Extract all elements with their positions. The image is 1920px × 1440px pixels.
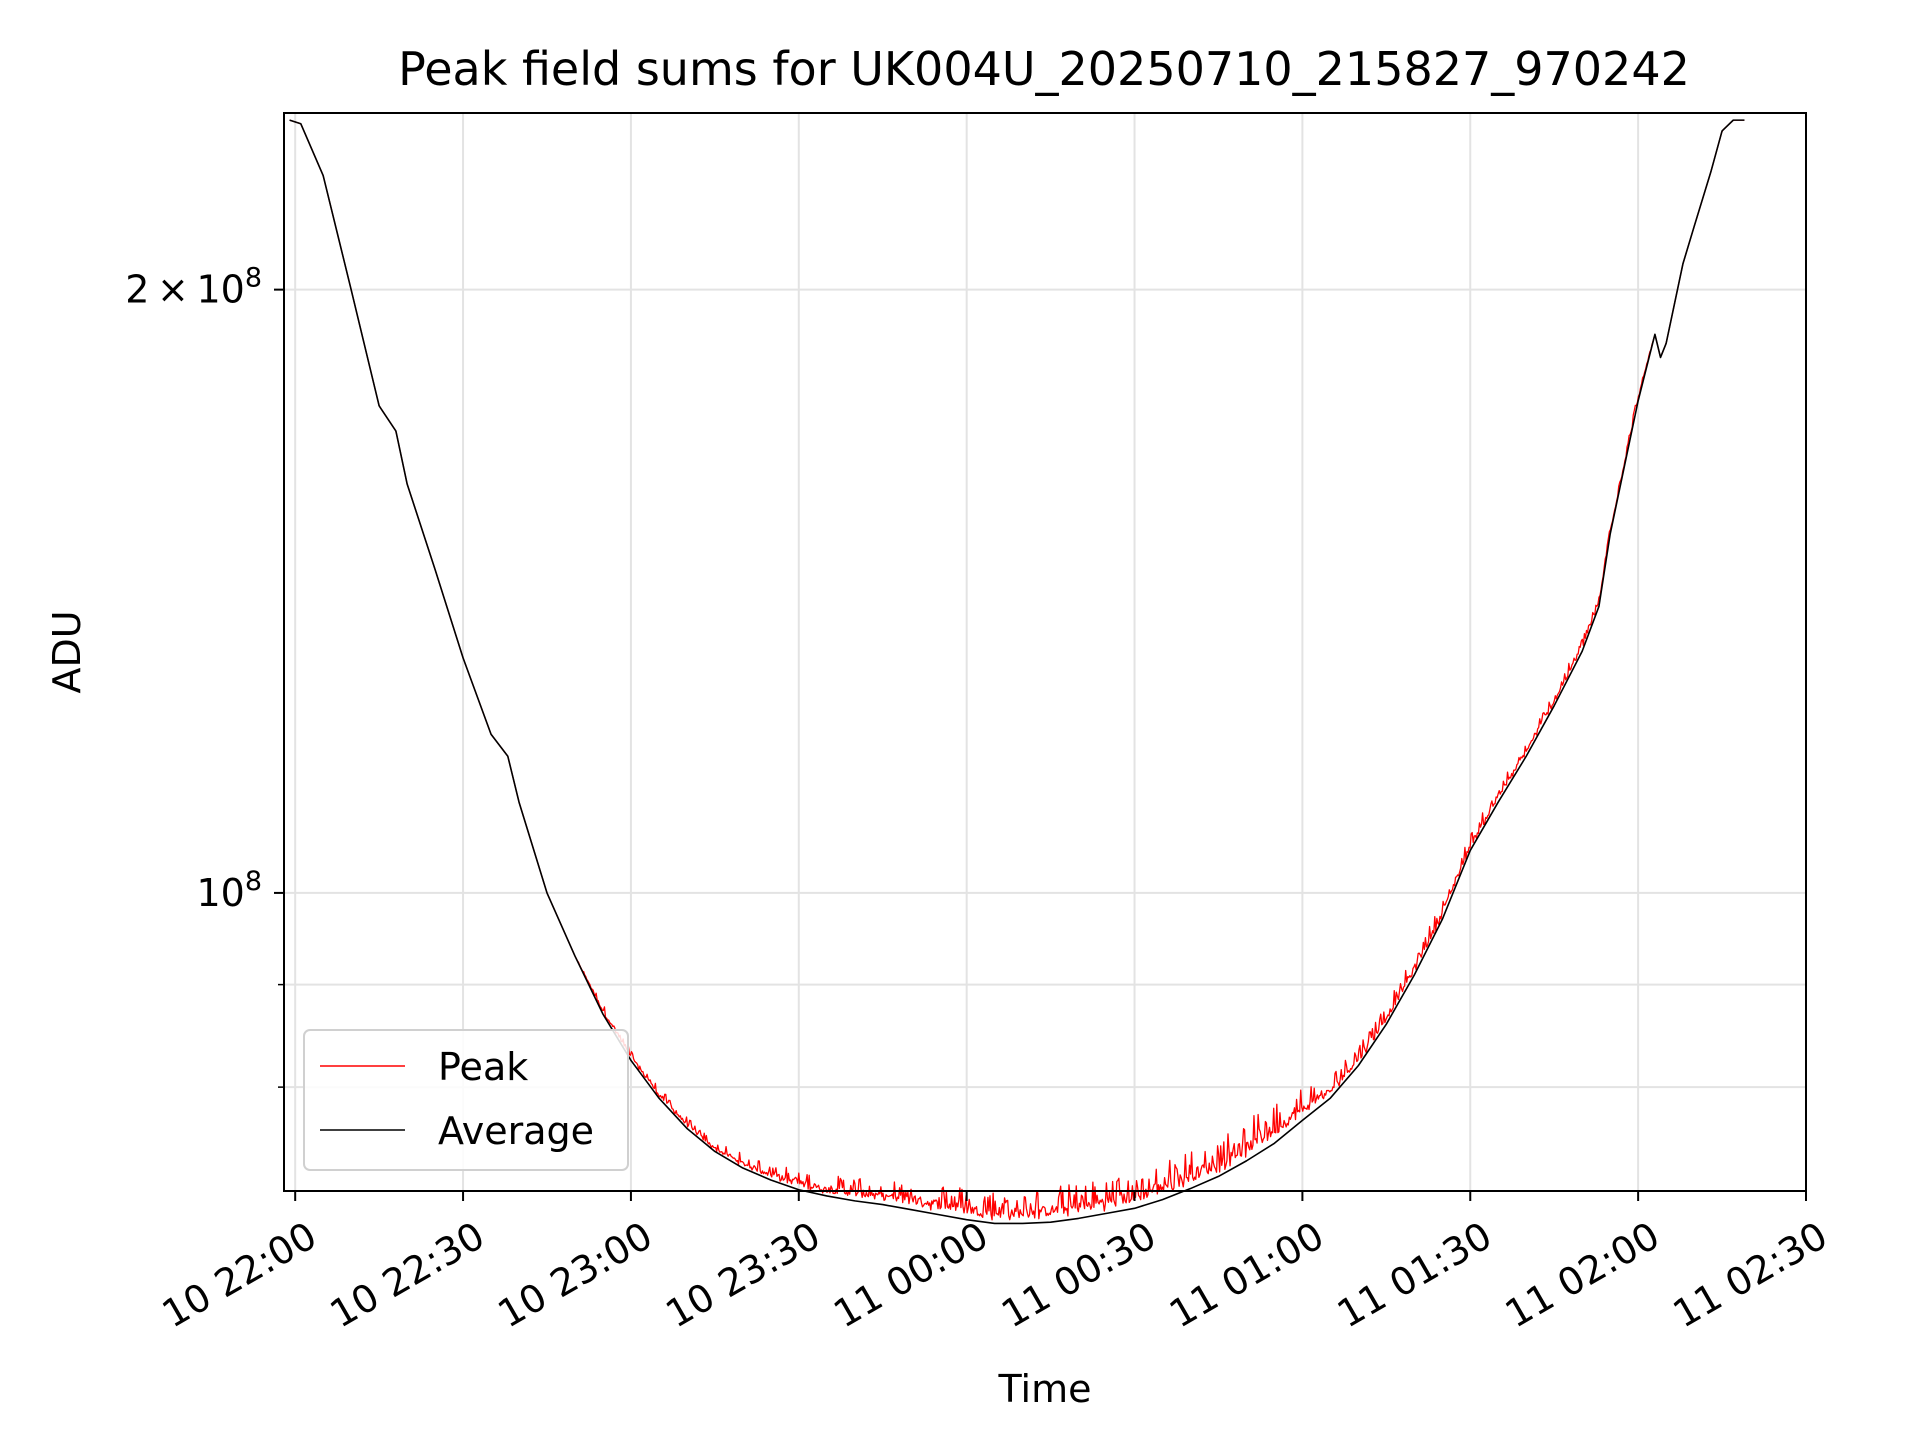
legend-label-average: Average <box>438 1109 594 1153</box>
y-tick-label: 2 × 108 <box>125 263 262 312</box>
y-tick-exponent: 8 <box>245 263 262 294</box>
series-layer <box>289 119 1745 1225</box>
legend-box <box>303 1029 629 1171</box>
series-line-average <box>289 119 1745 1225</box>
legend-label-peak: Peak <box>438 1045 528 1089</box>
chart-title: Peak field sums for UK004U_20250710_2158… <box>398 42 1690 96</box>
y-tick-exponent: 8 <box>245 866 262 897</box>
legend: Peak Average <box>303 1029 629 1171</box>
x-axis-label: Time <box>998 1367 1092 1411</box>
plot-frame <box>283 112 1807 1192</box>
y-axis-label: ADU <box>45 610 89 693</box>
